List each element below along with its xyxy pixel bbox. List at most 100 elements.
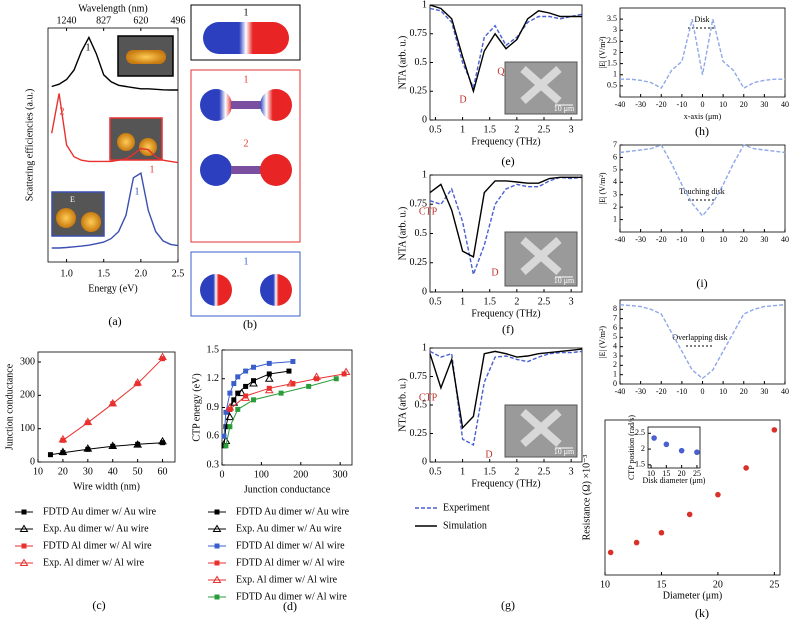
x-tick-label: 10 xyxy=(647,469,655,478)
marker xyxy=(21,509,27,515)
y-axis-label: Scattering efficiencies (a.u.) xyxy=(24,89,35,202)
y-axis-label: NTA (arb. u.) xyxy=(397,36,408,90)
marker xyxy=(221,433,227,439)
charge-map xyxy=(260,274,292,306)
series-line xyxy=(429,176,583,277)
marker xyxy=(663,441,670,448)
marker xyxy=(743,465,749,471)
x-axis-label: Frequency (THz) xyxy=(471,308,540,319)
annotation: CTP xyxy=(419,392,438,403)
marker xyxy=(771,427,778,433)
x-tick-label: 30 xyxy=(83,466,93,477)
marker xyxy=(133,440,143,448)
x-tick-label: 40 xyxy=(781,235,789,244)
y-tick-label: 1 xyxy=(613,369,617,378)
x-axis-label: Frequency (THz) xyxy=(471,478,540,489)
x-tick-label: 15 xyxy=(656,579,666,590)
y-tick-label: 3 xyxy=(613,190,617,199)
x-tick-label: 20 xyxy=(740,387,748,396)
charge-map xyxy=(200,89,232,121)
marker xyxy=(278,390,284,396)
charge-map xyxy=(200,274,232,306)
x-tick-label: 2 xyxy=(514,466,519,477)
legend-label: Simulation xyxy=(443,520,487,531)
nanodisk xyxy=(81,212,101,232)
marker xyxy=(212,575,222,583)
charge-map xyxy=(260,89,292,121)
y-tick-label: 7 xyxy=(613,313,617,322)
y-tick-label: 0 xyxy=(422,114,427,125)
y-tick-label: 0 xyxy=(422,286,427,297)
x-tick-label: -30 xyxy=(635,100,646,109)
y-axis-label: NTA (arb. u.) xyxy=(397,378,408,432)
charge-map xyxy=(260,154,292,186)
y-tick-label: 1 xyxy=(613,70,617,79)
x-tick-label: 25 xyxy=(769,579,779,590)
marker xyxy=(243,393,249,399)
series-line xyxy=(429,7,583,91)
panel-label: (i) xyxy=(696,276,707,290)
x-axis-label: Disk diameter (μm) xyxy=(643,476,706,485)
sem-shape xyxy=(520,409,562,447)
x-tick-label: 10 xyxy=(33,466,43,477)
series-line xyxy=(619,304,786,380)
series-line xyxy=(51,93,179,164)
y-tick-label: 0.3 xyxy=(207,459,220,470)
x-tick-label: -20 xyxy=(656,387,667,396)
marker xyxy=(227,406,233,412)
marker xyxy=(251,364,257,370)
x-tick-label: 50 xyxy=(133,466,143,477)
marker xyxy=(229,398,239,406)
x-tick-label: 300 xyxy=(333,469,348,480)
y-tick-label: 3.5 xyxy=(607,14,617,23)
marker xyxy=(85,420,91,426)
y-tick-label: 4 xyxy=(613,177,617,186)
marker xyxy=(83,444,93,452)
x-tick-label: 100 xyxy=(254,469,269,480)
marker xyxy=(214,560,220,566)
marker xyxy=(214,594,220,600)
y-tick-label: 1.2 xyxy=(207,373,220,384)
field-label: E xyxy=(70,195,75,204)
marker xyxy=(58,447,68,455)
y-tick-label: 200 xyxy=(20,390,35,401)
marker xyxy=(231,381,237,387)
x-tick-label: 30 xyxy=(760,235,768,244)
marker xyxy=(249,379,258,387)
panel-label: (b) xyxy=(243,317,257,331)
x-tick-label: -40 xyxy=(615,387,626,396)
marker xyxy=(235,374,241,380)
wire xyxy=(231,166,261,174)
marker xyxy=(633,539,640,546)
marker xyxy=(306,383,312,389)
annotation: Overlapping disk xyxy=(672,333,727,342)
y-tick-label: 5 xyxy=(613,165,617,174)
diagram-b: 1 1 2 1 (b) xyxy=(190,4,301,331)
marker xyxy=(266,360,272,366)
y-tick-label: 0.25 xyxy=(410,86,428,97)
marker xyxy=(110,401,116,407)
x-tick-label: 2.5 xyxy=(538,124,551,135)
x-tick-label: -20 xyxy=(656,100,667,109)
x-tick-label: 1.5 xyxy=(483,466,496,477)
x-tick-label: 2.5 xyxy=(538,466,551,477)
marker xyxy=(243,383,249,389)
marker xyxy=(333,376,339,382)
annotation: D xyxy=(491,267,498,278)
x-tick-label: 1.5 xyxy=(97,268,110,279)
mode-label: 1 xyxy=(244,7,249,18)
plot-frame xyxy=(37,351,176,463)
marker xyxy=(237,388,247,397)
x-tick-label: 1 xyxy=(460,296,465,307)
marker xyxy=(133,378,143,386)
charge-map xyxy=(203,22,289,54)
y-tick-label: 2 xyxy=(613,47,617,56)
y-tick-label: 1 xyxy=(422,169,427,180)
y-tick-label: 0 xyxy=(30,456,35,467)
marker xyxy=(235,406,241,412)
x-tick-label: 20 xyxy=(740,235,748,244)
mode-label: 1 xyxy=(244,74,249,85)
annotation: D xyxy=(459,94,466,105)
x-tick-label: -10 xyxy=(677,235,688,244)
marker xyxy=(235,390,241,396)
